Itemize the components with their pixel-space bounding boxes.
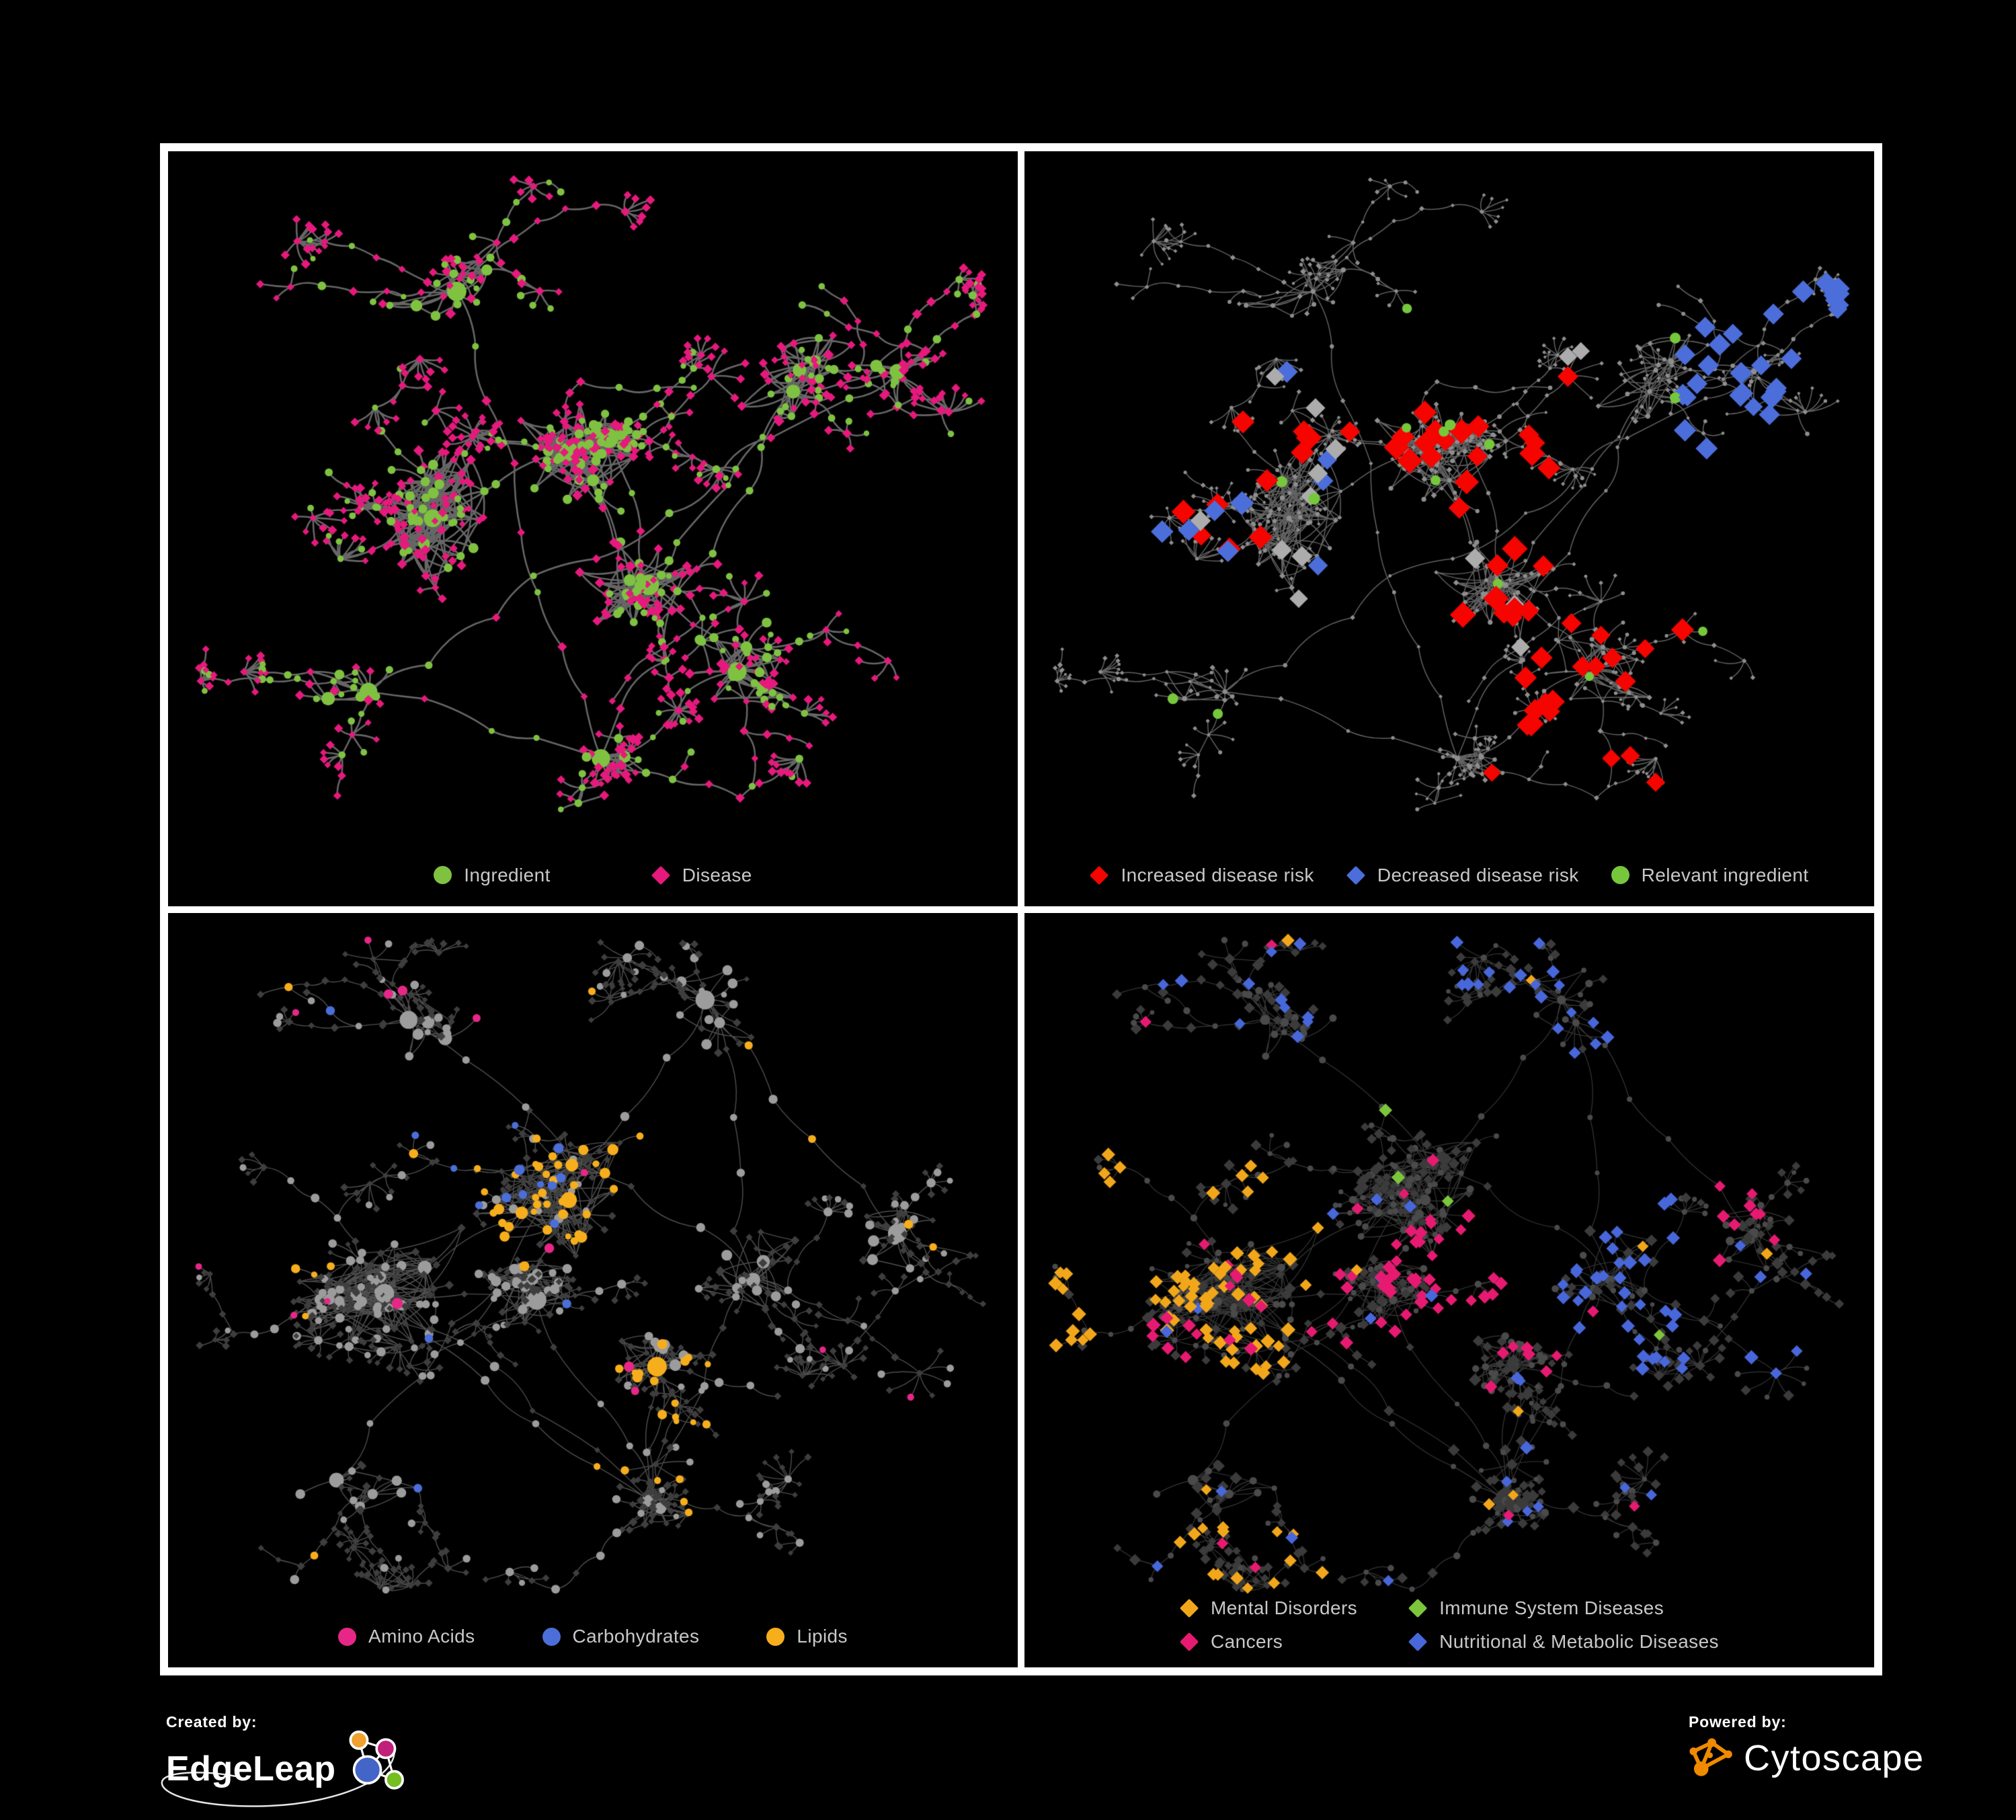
edgeleap-credit: Created by: EdgeLeap bbox=[161, 1713, 408, 1814]
legend-item-mental-disorders: Mental Disorders bbox=[1179, 1597, 1358, 1619]
panel-nutrient-classes: Amino Acids Carbohydrates Lipids bbox=[168, 912, 1018, 1667]
circle-marker bbox=[434, 866, 452, 884]
circle-marker bbox=[542, 1627, 561, 1646]
edgeleap-orange-node bbox=[348, 1730, 368, 1750]
cytoscape-icon bbox=[1689, 1738, 1732, 1776]
legend-label: Lipids bbox=[797, 1626, 848, 1647]
circle-marker bbox=[766, 1627, 785, 1646]
legend-label: Mental Disorders bbox=[1211, 1597, 1358, 1618]
panel-ingredient-disease: Ingredient Disease bbox=[168, 151, 1018, 906]
panel-disease-categories: Mental Disorders Immune System Diseases Ca… bbox=[1024, 912, 1874, 1667]
edgeleap-blue-node bbox=[352, 1755, 382, 1785]
legend-label: Amino Acids bbox=[368, 1626, 475, 1647]
diamond-marker bbox=[1179, 1598, 1199, 1618]
legend-label: Carbohydrates bbox=[572, 1626, 700, 1647]
disease-categories-network-canvas bbox=[1024, 912, 1874, 1667]
legend-item-decreased-disease-risk: Decreased disease risk bbox=[1346, 865, 1579, 886]
diamond-marker bbox=[1408, 1598, 1428, 1618]
legend-label: Decreased disease risk bbox=[1377, 864, 1579, 885]
created-by-label: Created by: bbox=[166, 1713, 257, 1731]
legend-item-lipids: Lipids bbox=[766, 1626, 848, 1647]
disease-risk-network-canvas bbox=[1024, 151, 1874, 906]
nutrient-classes-network-canvas bbox=[168, 912, 1018, 1667]
diamond-marker bbox=[1346, 865, 1365, 885]
legend-label: Increased disease risk bbox=[1121, 864, 1314, 885]
four-panel-board: Ingredient Disease Increased disease risk… bbox=[160, 143, 1882, 1675]
legend-item-increased-disease-risk: Increased disease risk bbox=[1090, 865, 1314, 886]
legend-label: Nutritional & Metabolic Diseases bbox=[1439, 1631, 1719, 1652]
powered-by-label: Powered by: bbox=[1689, 1713, 1787, 1731]
edgeleap-green-node bbox=[384, 1770, 404, 1790]
legend-item-ingredient: Ingredient bbox=[434, 865, 551, 886]
legend-label: Relevant ingredient bbox=[1641, 864, 1809, 885]
ingredient-disease-legend: Ingredient Disease bbox=[168, 865, 1018, 886]
diamond-marker bbox=[651, 865, 670, 885]
cytoscape-wordmark: Cytoscape bbox=[1744, 1738, 1925, 1778]
legend-label: Disease bbox=[682, 864, 752, 885]
legend-item-amino-acids: Amino Acids bbox=[338, 1626, 475, 1647]
cytoscape-icon-nodes bbox=[1689, 1738, 1732, 1776]
legend-item-nutritional-metabolic-diseases: Nutritional & Metabolic Diseases bbox=[1408, 1631, 1719, 1653]
cytoscape-credit: Powered by: Cytoscape bbox=[1689, 1713, 1925, 1782]
edgeleap-magenta-node bbox=[374, 1738, 396, 1759]
legend-label: Immune System Diseases bbox=[1439, 1597, 1664, 1618]
disease-risk-legend: Increased disease risk Decreased disease … bbox=[1024, 865, 1874, 886]
disease-categories-legend: Mental Disorders Immune System Diseases Ca… bbox=[1179, 1597, 1719, 1653]
diamond-marker bbox=[1179, 1632, 1199, 1652]
legend-label: Ingredient bbox=[464, 864, 551, 885]
legend-item-carbohydrates: Carbohydrates bbox=[542, 1626, 700, 1647]
legend-item-disease: Disease bbox=[651, 865, 752, 886]
diamond-marker bbox=[1408, 1632, 1428, 1652]
edgeleap-wordmark: EdgeLeap bbox=[166, 1749, 336, 1788]
legend-item-cancers: Cancers bbox=[1179, 1631, 1283, 1653]
circle-marker bbox=[1611, 866, 1629, 884]
legend-label: Cancers bbox=[1211, 1631, 1283, 1652]
panel-disease-risk: Increased disease risk Decreased disease … bbox=[1024, 151, 1874, 906]
legend-item-immune-system-diseases: Immune System Diseases bbox=[1408, 1597, 1664, 1619]
diamond-marker bbox=[1090, 865, 1109, 885]
circle-marker bbox=[338, 1627, 357, 1646]
ingredient-disease-network-canvas bbox=[168, 151, 1018, 906]
nutrient-classes-legend: Amino Acids Carbohydrates Lipids bbox=[168, 1626, 1018, 1647]
edgeleap-logo bbox=[348, 1730, 404, 1790]
legend-item-relevant-ingredient: Relevant ingredient bbox=[1611, 865, 1809, 886]
